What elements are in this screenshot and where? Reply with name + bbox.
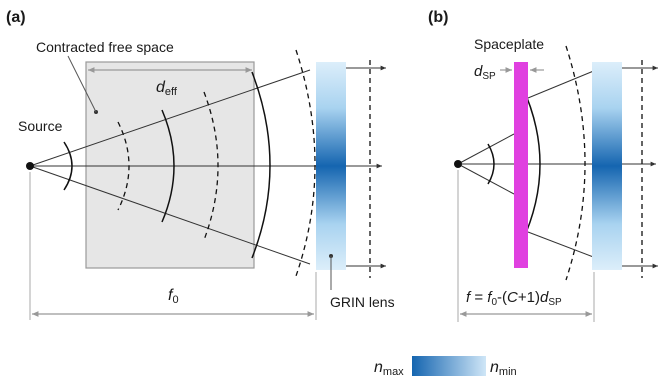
legend-gradient-bar xyxy=(412,356,486,376)
wavefront-2-b xyxy=(521,85,541,243)
grin-lens-b xyxy=(592,62,622,270)
deff-label: deff xyxy=(156,79,178,98)
panel-a: (a) Contracted free space deff Source GR… xyxy=(6,9,395,320)
refractive-index-legend: nmax nmin xyxy=(374,356,517,378)
wavefront-5-a xyxy=(251,71,271,259)
legend-nmin-label: nmin xyxy=(490,359,517,378)
free-space-leader xyxy=(67,55,97,113)
free-space-label: Contracted free space xyxy=(36,39,174,55)
lower-ray-b-in xyxy=(457,163,515,195)
upper-ray-a xyxy=(29,69,311,167)
source-label: Source xyxy=(18,118,63,134)
upper-ray-b-out xyxy=(527,69,597,99)
panel-a-tag: (a) xyxy=(6,9,26,26)
lower-ray-a xyxy=(29,165,311,265)
f0-label: f0 xyxy=(168,287,179,306)
focal-length-label: f = f0-(C+1)dSP xyxy=(466,289,562,308)
grin-lens-label: GRIN lens xyxy=(330,294,395,310)
source-point xyxy=(26,162,34,170)
contracted-free-space-box xyxy=(85,61,255,269)
panel-b: (b) Spaceplate dSP f = f0-(C+1)dSP xyxy=(428,9,658,322)
legend-nmax-label: nmax xyxy=(374,359,404,378)
wavefront-4-a xyxy=(203,91,219,241)
panel-b-tag: (b) xyxy=(428,9,448,26)
wavefront-3-a xyxy=(161,109,175,223)
upper-ray-b-in xyxy=(457,133,515,165)
dsp-label: dSP xyxy=(474,63,496,82)
wavefront-3-b xyxy=(565,45,586,281)
source-point-b xyxy=(454,160,462,168)
lower-ray-b-out xyxy=(527,231,597,259)
wavefront-2-a xyxy=(117,121,130,211)
wavefront-6-a xyxy=(295,49,316,277)
spaceplate-label: Spaceplate xyxy=(474,36,544,52)
wavefront-1-b xyxy=(487,143,495,185)
wavefront-1-a xyxy=(63,141,73,191)
spaceplate xyxy=(514,62,528,268)
grin-lens-a xyxy=(316,62,346,270)
